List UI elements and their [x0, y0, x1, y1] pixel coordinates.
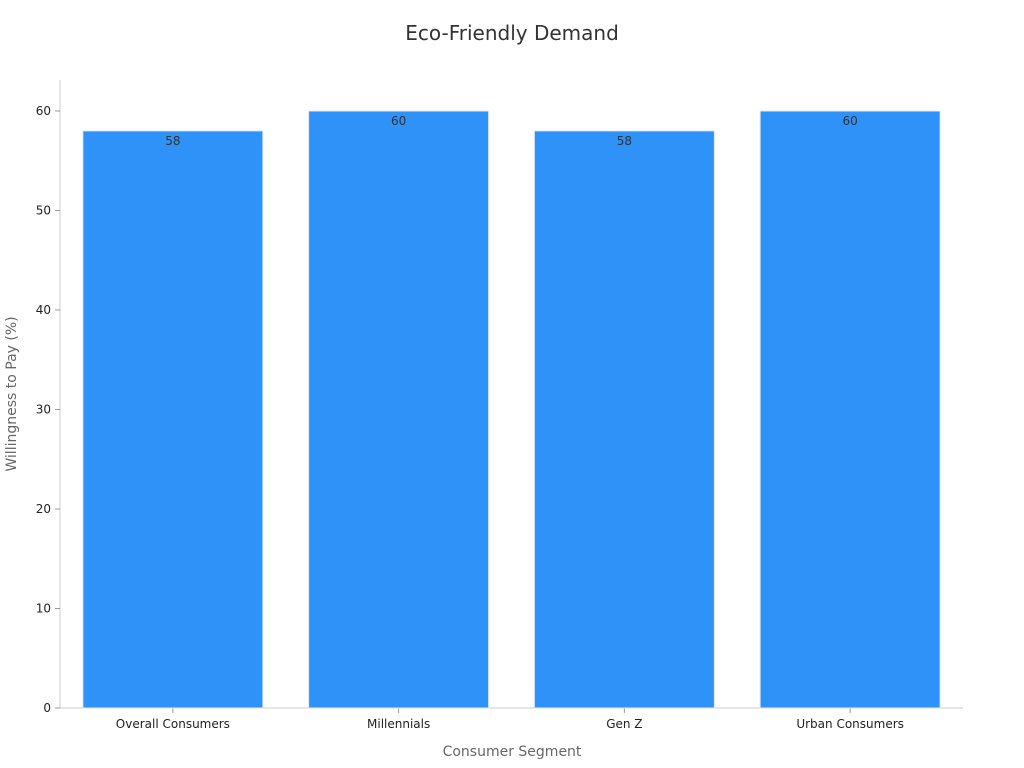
y-axis-title: Willingness to Pay (%) — [4, 316, 20, 471]
bar — [759, 110, 941, 709]
bar — [533, 130, 715, 709]
bar — [82, 130, 264, 709]
data-labels-group: 58 60 58 60 — [165, 114, 858, 148]
x-axis: Overall Consumers Millennials Gen Z Urban C… — [60, 707, 963, 731]
x-tick-label: Gen Z — [606, 717, 642, 731]
y-tick-label: 20 — [36, 502, 51, 516]
x-tick-label: Millennials — [367, 717, 430, 731]
data-label: 60 — [842, 114, 857, 128]
x-axis-title: Consumer Segment — [443, 744, 582, 760]
data-label: 58 — [165, 134, 180, 148]
chart-title: Eco-Friendly Demand — [405, 21, 619, 45]
y-axis: 0 10 20 30 40 50 60 — [36, 80, 61, 715]
y-tick-label: 10 — [36, 602, 51, 616]
data-label: 60 — [391, 114, 406, 128]
y-tick-label: 50 — [36, 204, 51, 218]
x-tick-label: Urban Consumers — [796, 717, 904, 731]
data-label: 58 — [617, 134, 632, 148]
y-tick-label: 30 — [36, 403, 51, 417]
bars-group — [82, 110, 941, 709]
x-tick-label: Overall Consumers — [116, 717, 230, 731]
bar — [308, 110, 490, 709]
y-tick-label: 0 — [43, 701, 51, 715]
y-tick-label: 60 — [36, 104, 51, 118]
y-tick-label: 40 — [36, 303, 51, 317]
